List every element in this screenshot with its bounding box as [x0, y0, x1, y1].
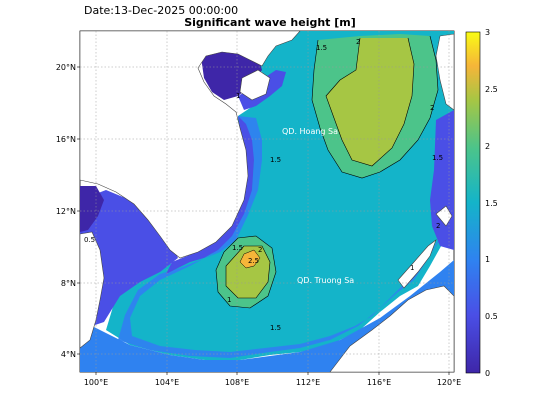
label-truong-sa: QD. Truong Sa	[297, 276, 354, 285]
contour-label: 2	[436, 222, 440, 230]
gulf-thailand-deep	[80, 186, 104, 232]
lat-tick: 20°N	[56, 63, 76, 72]
lat-tick: 4°N	[61, 350, 76, 359]
colorbar	[465, 31, 481, 374]
map-title: Significant wave height [m]	[184, 16, 356, 29]
colorbar-tick: 0	[485, 369, 490, 378]
lon-tick: 104°E	[155, 378, 179, 387]
lat-axis: 20°N 16°N 12°N 8°N 4°N	[56, 63, 76, 359]
colorbar-tick: 2.5	[485, 85, 498, 94]
contour-label: 1.5	[316, 44, 327, 52]
lon-tick: 112°E	[296, 378, 320, 387]
lat-tick: 8°N	[61, 279, 76, 288]
colorbar-tick: 1	[485, 255, 490, 264]
band-2-5-core	[239, 249, 261, 269]
lat-tick: 16°N	[56, 135, 76, 144]
contour-label: 2	[430, 104, 434, 112]
contour-label: 1.5	[270, 156, 281, 164]
contour-label: 2	[356, 38, 360, 46]
landmass	[80, 31, 454, 372]
contour-label: 1.5	[270, 324, 281, 332]
contour-labels: 1.5 2 2 1.5 1.5 2 2.5 1 1.5 1 0.5 1.5 1 …	[84, 38, 443, 332]
lat-tick: 12°N	[56, 207, 76, 216]
band-2-0-east	[326, 38, 414, 166]
lon-tick: 116°E	[367, 378, 391, 387]
contour-lines	[215, 35, 439, 309]
contour-label: 1.5	[232, 244, 243, 252]
band-0-5-fringe	[166, 116, 254, 274]
contour-label: 1	[410, 264, 414, 272]
colorbar-ticks: 3 2.5 2 1.5 1 0.5 0	[485, 28, 498, 378]
contour-label: 1	[227, 296, 231, 304]
contour-label: 1.5	[432, 154, 443, 162]
contour-label: 2.5	[248, 257, 259, 265]
colorbar-tick: 3	[485, 28, 490, 37]
frame-ticks	[77, 66, 450, 375]
gridlines	[80, 31, 454, 372]
lon-tick: 108°E	[225, 378, 249, 387]
colorbar-tick: 1.5	[485, 199, 498, 208]
lon-tick: 100°E	[84, 378, 108, 387]
date-label: Date:13-Dec-2025 00:00:00	[84, 4, 239, 17]
label-hoang-sa: QD. Hoang Sa	[282, 127, 338, 136]
colorbar-tick: 0.5	[485, 312, 498, 321]
contour-label: 0.5	[84, 236, 95, 244]
contour-label: 2	[258, 246, 262, 254]
lon-axis: 100°E 104°E 108°E 112°E 116°E 120°E	[84, 378, 461, 387]
lon-tick: 120°E	[437, 378, 461, 387]
colorbar-tick: 2	[485, 142, 490, 151]
contour-label: 1	[236, 92, 240, 100]
